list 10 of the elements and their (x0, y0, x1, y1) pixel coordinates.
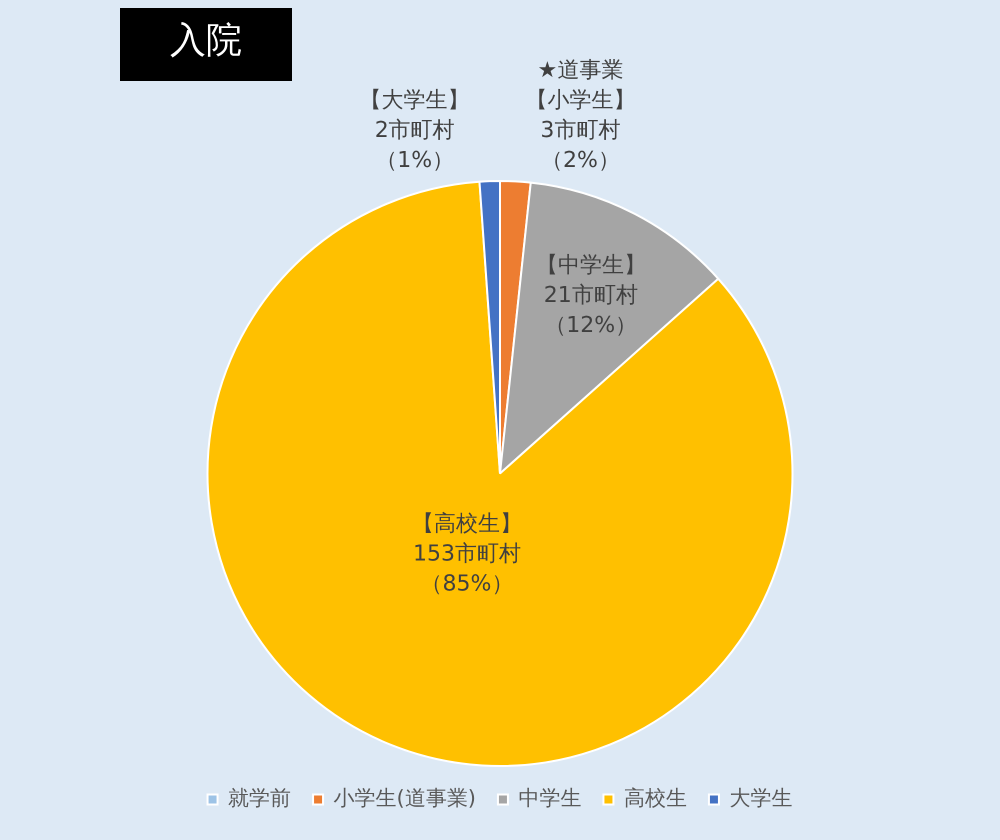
chart-title: 入院 (120, 8, 292, 81)
legend-label: 大学生 (729, 786, 792, 810)
data-label: 【大学生】2市町村（1%） (360, 88, 470, 173)
data-label: ★道事業【小学生】3市町村（2%） (525, 58, 636, 174)
legend-label: 高校生 (624, 786, 687, 810)
data-label: 【高校生】153市町村（85%） (412, 512, 522, 597)
legend-label: 小学生(道事業) (334, 786, 476, 810)
legend-label: 就学前 (228, 786, 292, 810)
data-label: 【中学生】21市町村（12%） (536, 253, 646, 338)
legend-label: 中学生 (518, 786, 582, 810)
